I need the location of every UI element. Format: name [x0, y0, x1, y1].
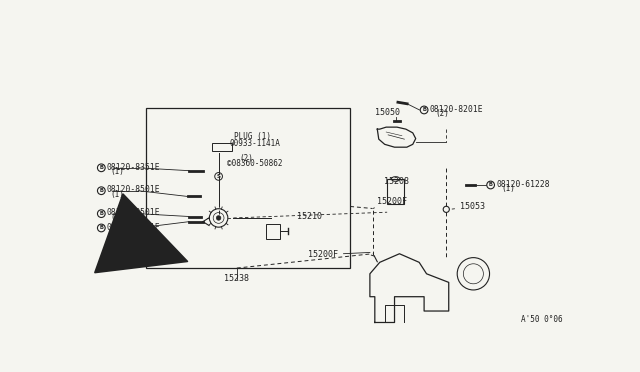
Text: B: B — [99, 225, 103, 231]
Bar — [266, 224, 280, 239]
Text: B: B — [99, 188, 103, 193]
Text: 15210: 15210 — [298, 212, 323, 221]
Text: (1): (1) — [111, 167, 124, 176]
Text: 08120-8201E: 08120-8201E — [429, 105, 483, 114]
Text: FRONT: FRONT — [126, 246, 155, 255]
Text: 15238: 15238 — [225, 274, 250, 283]
Text: 08120-61228: 08120-61228 — [496, 180, 550, 189]
Text: 00933-1141A: 00933-1141A — [230, 140, 280, 148]
Text: (1): (1) — [111, 227, 124, 236]
Text: 15050: 15050 — [375, 108, 400, 117]
Text: 15200F: 15200F — [373, 197, 407, 208]
Text: B: B — [422, 108, 426, 112]
Text: A'50 0°06: A'50 0°06 — [521, 315, 563, 324]
Text: 08120-8351E: 08120-8351E — [107, 163, 161, 171]
Text: B: B — [99, 165, 103, 170]
Bar — [212, 143, 232, 151]
Text: B: B — [99, 211, 103, 216]
Text: B: B — [489, 183, 493, 187]
Text: (1): (1) — [501, 184, 515, 193]
Text: 15053: 15053 — [452, 202, 485, 211]
Bar — [146, 108, 350, 268]
Bar — [387, 179, 404, 203]
Text: (1): (1) — [111, 190, 124, 199]
Text: PLUG (1): PLUG (1) — [234, 132, 271, 141]
Text: 08120-8501E: 08120-8501E — [107, 186, 161, 195]
Text: (2): (2) — [239, 154, 253, 163]
Text: 15208: 15208 — [385, 177, 410, 186]
Text: 08120-8551F: 08120-8551F — [107, 223, 161, 232]
Text: ©08360-50862: ©08360-50862 — [227, 159, 282, 169]
Text: (1): (1) — [111, 213, 124, 222]
Circle shape — [216, 216, 221, 220]
Text: 15200F: 15200F — [308, 250, 370, 259]
Text: (2): (2) — [435, 109, 449, 118]
Text: S: S — [216, 174, 221, 179]
Text: 08120-8501E: 08120-8501E — [107, 208, 161, 217]
